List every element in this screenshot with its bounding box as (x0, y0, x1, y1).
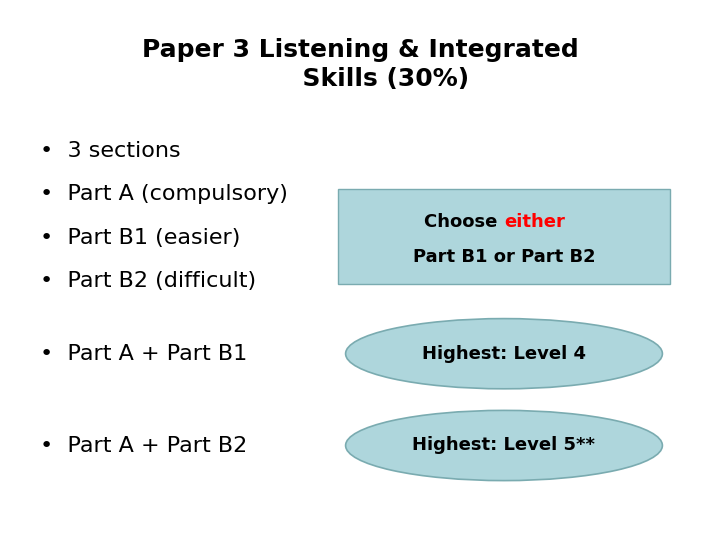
Text: •  3 sections: • 3 sections (40, 141, 180, 161)
Text: •  Part B2 (difficult): • Part B2 (difficult) (40, 271, 256, 291)
Ellipse shape (346, 410, 662, 481)
Text: Part B1 or Part B2: Part B1 or Part B2 (413, 248, 595, 266)
FancyBboxPatch shape (338, 189, 670, 284)
Text: either: either (504, 213, 565, 231)
Text: •  Part B1 (easier): • Part B1 (easier) (40, 227, 240, 248)
Text: Choose: Choose (424, 213, 504, 231)
Text: •  Part A + Part B2: • Part A + Part B2 (40, 435, 247, 456)
Text: •  Part A (compulsory): • Part A (compulsory) (40, 184, 287, 205)
Text: •  Part A + Part B1: • Part A + Part B1 (40, 343, 247, 364)
Text: Highest: Level 4: Highest: Level 4 (422, 345, 586, 363)
Ellipse shape (346, 319, 662, 389)
Text: Highest: Level 5**: Highest: Level 5** (413, 436, 595, 455)
Text: Paper 3 Listening & Integrated
      Skills (30%): Paper 3 Listening & Integrated Skills (3… (142, 38, 578, 91)
